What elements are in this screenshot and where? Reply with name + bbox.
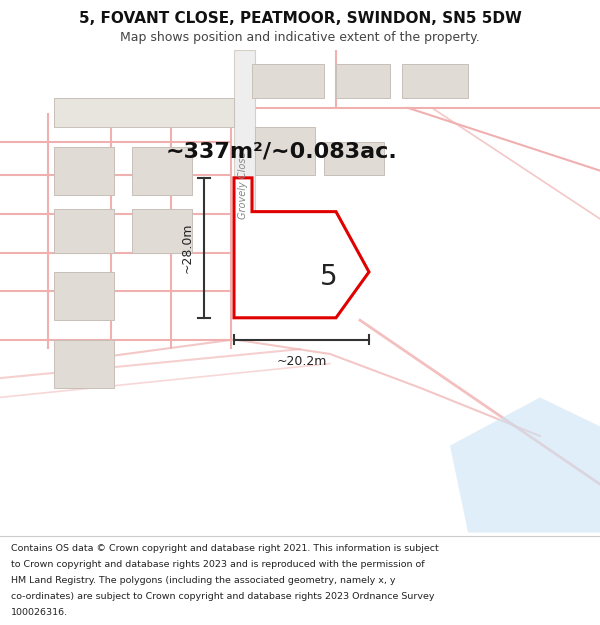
Polygon shape [235,224,335,306]
Text: HM Land Registry. The polygons (including the associated geometry, namely x, y: HM Land Registry. The polygons (includin… [11,576,395,585]
Bar [324,142,384,176]
Text: to Crown copyright and database rights 2023 and is reproduced with the permissio: to Crown copyright and database rights 2… [11,560,424,569]
Bar [54,146,114,195]
Bar [132,209,192,252]
Bar [54,98,234,128]
Polygon shape [234,178,369,318]
Bar [54,339,114,388]
Bar [54,209,114,252]
Text: 100026316.: 100026316. [11,608,68,618]
Text: Map shows position and indicative extent of the property.: Map shows position and indicative extent… [120,31,480,44]
Bar [402,64,468,98]
Text: Grovely Close: Grovely Close [238,151,248,219]
Text: Contains OS data © Crown copyright and database right 2021. This information is : Contains OS data © Crown copyright and d… [11,544,439,552]
Polygon shape [234,50,255,212]
Bar [132,146,192,195]
Text: ~20.2m: ~20.2m [277,355,326,367]
Polygon shape [450,398,600,532]
Text: ~28.0m: ~28.0m [181,222,194,273]
Text: 5: 5 [320,262,338,291]
Bar [255,127,315,176]
Bar [54,272,114,320]
Text: co-ordinates) are subject to Crown copyright and database rights 2023 Ordnance S: co-ordinates) are subject to Crown copyr… [11,592,434,601]
Bar [252,64,324,98]
Bar [336,64,390,98]
Text: 5, FOVANT CLOSE, PEATMOOR, SWINDON, SN5 5DW: 5, FOVANT CLOSE, PEATMOOR, SWINDON, SN5 … [79,11,521,26]
Text: ~337m²/~0.083ac.: ~337m²/~0.083ac. [166,141,398,161]
